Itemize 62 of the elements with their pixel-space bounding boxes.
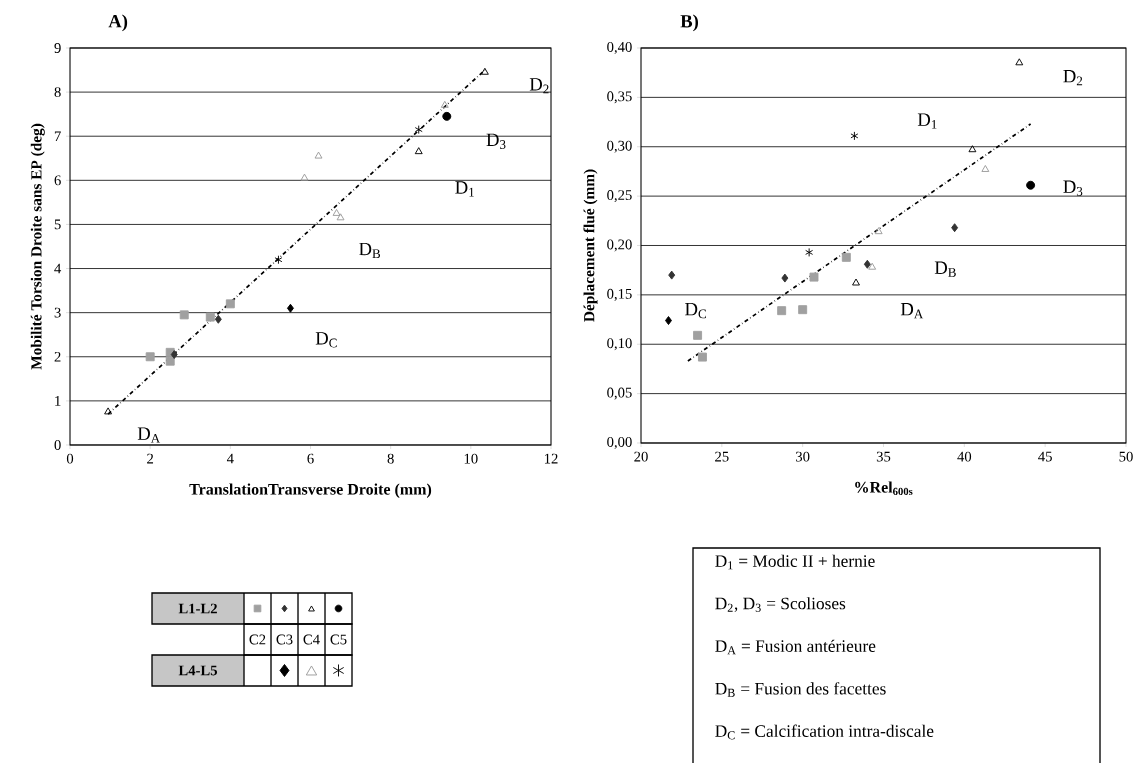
text: L4-L5 bbox=[178, 665, 218, 676]
y-tick-label: 0 bbox=[54, 440, 61, 450]
x-tick-label: 0 bbox=[66, 453, 74, 464]
annotation: D$_{B}$ bbox=[359, 242, 381, 259]
text: D$_{A}$ = Fusion antérieure bbox=[715, 639, 876, 655]
annotation: D$_{3}$ bbox=[486, 133, 506, 149]
y-tick-label: 0,10 bbox=[607, 338, 632, 351]
text: C4 bbox=[303, 634, 320, 645]
y-tick-label: 0,05 bbox=[607, 387, 632, 400]
y-tick-label: 5 bbox=[54, 219, 61, 230]
annotation: D$_{A}$ bbox=[900, 303, 924, 319]
annotation: D$_{C}$ bbox=[685, 303, 706, 319]
annotation: D$_{1}$ bbox=[455, 181, 474, 197]
text: C5 bbox=[330, 634, 347, 645]
x-tick-label: 12 bbox=[544, 453, 558, 464]
x-tick-label: 8 bbox=[387, 453, 394, 464]
y-tick-label: 0,30 bbox=[607, 140, 632, 153]
annotation: D$_{C}$ bbox=[315, 332, 337, 348]
x-axis-title: TranslationTransverse Droite (mm) bbox=[189, 483, 432, 498]
chart-title: A) bbox=[108, 14, 128, 32]
y-tick-label: 1 bbox=[55, 396, 61, 406]
y-tick-label: 0,20 bbox=[607, 239, 632, 252]
x-tick-label: 45 bbox=[1038, 451, 1052, 462]
annotation: D$_{1}$ bbox=[917, 113, 937, 129]
x-tick-label: 6 bbox=[307, 453, 314, 464]
y-tick-label: 3 bbox=[54, 307, 61, 318]
text: D$_{2}$, D$_{3}$ = Scolioses bbox=[715, 597, 846, 612]
y-tick-label: 6 bbox=[54, 175, 61, 186]
text: D$_{B}$ = Fusion des facettes bbox=[715, 682, 886, 697]
annotation: D$_{2}$ bbox=[529, 78, 549, 94]
text: D$_{1}$ = Modic II + hernie bbox=[715, 554, 875, 570]
x-tick-label: 40 bbox=[957, 451, 972, 462]
text: C3 bbox=[276, 634, 293, 645]
annotation: D$_{3}$ bbox=[1063, 180, 1083, 196]
x-tick-label: 10 bbox=[464, 453, 478, 464]
chart-title: B) bbox=[680, 14, 699, 32]
x-tick-label: 30 bbox=[796, 451, 810, 462]
x-tick-label: 35 bbox=[876, 451, 891, 462]
annotation: D$_{B}$ bbox=[934, 261, 956, 277]
x-tick-label: 20 bbox=[634, 451, 648, 462]
y-tick-label: 0,25 bbox=[607, 190, 632, 203]
text: C2 bbox=[249, 634, 266, 645]
y-tick-label: 4 bbox=[54, 263, 62, 274]
x-tick-label: 50 bbox=[1119, 451, 1133, 462]
y-axis-title: Déplacement flué (mm) bbox=[583, 169, 598, 322]
y-tick-label: 9 bbox=[54, 43, 61, 53]
y-tick-label: 0,35 bbox=[607, 91, 632, 104]
x-tick-label: 2 bbox=[147, 453, 154, 464]
y-tick-label: 0,00 bbox=[607, 436, 632, 449]
text: D$_{C}$ = Calcification intra-discale bbox=[715, 724, 934, 740]
annotation: D$_{2}$ bbox=[1063, 70, 1083, 86]
x-tick-label: 4 bbox=[226, 453, 234, 464]
y-tick-label: 7 bbox=[54, 131, 61, 142]
y-tick-label: 8 bbox=[54, 87, 61, 98]
y-tick-label: 2 bbox=[54, 351, 61, 362]
y-tick-label: 0,15 bbox=[607, 288, 632, 301]
x-tick-label: 25 bbox=[715, 451, 729, 462]
y-axis-title: Mobilité Torsion Droite sans EP (deg) bbox=[30, 123, 45, 370]
annotation: D$_{A}$ bbox=[137, 427, 161, 443]
y-tick-label: 0,40 bbox=[607, 42, 632, 54]
x-axis-title: %Rel$_{600s}$ bbox=[855, 481, 913, 496]
text: L1-L2 bbox=[178, 603, 217, 614]
